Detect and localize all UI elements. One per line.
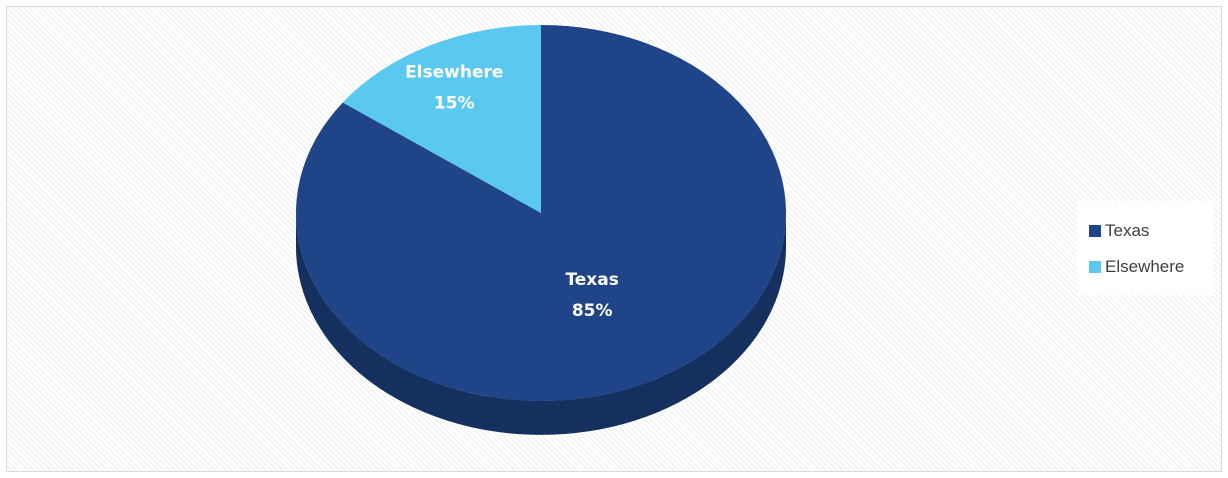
legend-item-texas: Texas: [1077, 213, 1213, 249]
legend: Texas Elsewhere: [1077, 201, 1213, 295]
legend-swatch-texas: [1089, 225, 1101, 237]
pie-data-labels: Texas 85% Elsewhere 15%: [405, 62, 619, 321]
legend-swatch-elsewhere: [1089, 261, 1101, 273]
pie-slice-texas[interactable]: [295, 25, 786, 401]
legend-label-elsewhere: Elsewhere: [1105, 257, 1185, 276]
legend-label-texas: Texas: [1105, 221, 1150, 240]
pie-slices: [295, 25, 786, 401]
legend-item-elsewhere: Elsewhere: [1077, 249, 1213, 285]
pie-depth: [296, 213, 786, 435]
data-label-value-texas: 85%: [572, 301, 613, 321]
data-label-category-elsewhere: Elsewhere: [405, 62, 503, 82]
pie-slice-elsewhere[interactable]: [342, 25, 541, 213]
data-label-category-texas: Texas: [565, 270, 618, 290]
data-label-value-elsewhere: 15%: [434, 93, 475, 113]
pie-side-texas: [296, 213, 786, 435]
